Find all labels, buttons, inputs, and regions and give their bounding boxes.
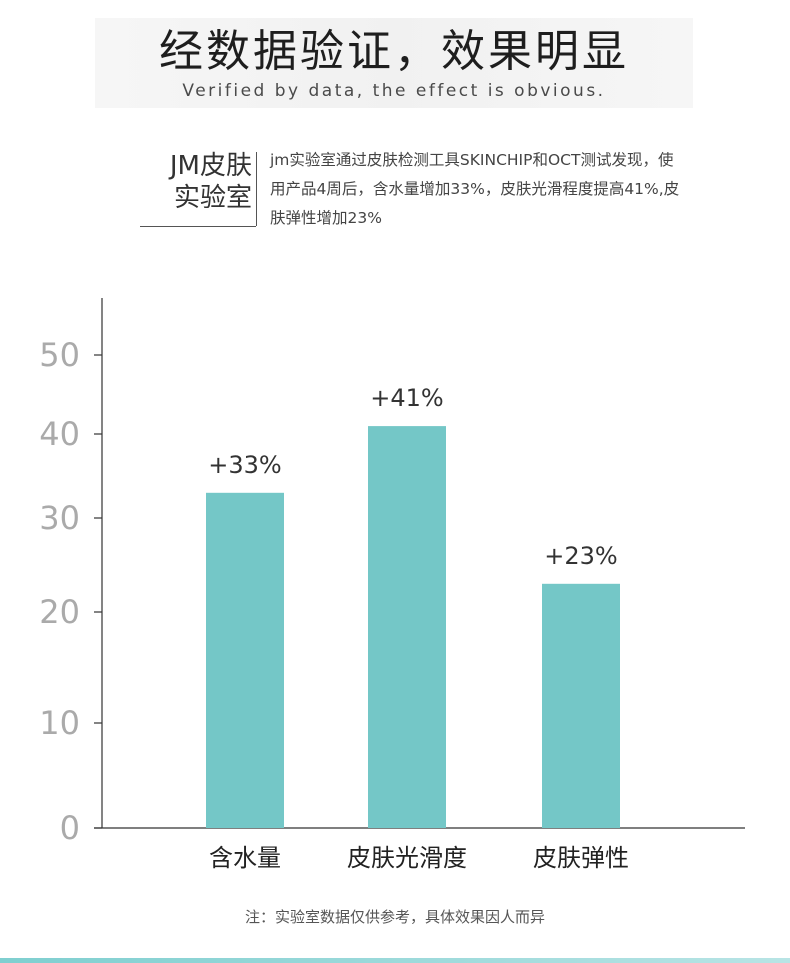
data-label: +23%: [544, 542, 617, 570]
y-tick-label: 20: [39, 593, 80, 631]
page-title: 经数据验证，效果明显: [159, 26, 629, 77]
lab-name-line1: JM皮肤: [169, 151, 252, 181]
bar-chart: 0 10 20 30 40 50 +33% 含水量 +41% 皮肤光滑度 +23% 皮肤弹性: [39, 298, 745, 872]
y-tick-label: 40: [39, 415, 80, 453]
data-label: +41%: [370, 384, 443, 412]
page-subtitle: Verified by data, the effect is obvious.: [182, 81, 606, 101]
lab-info: JM皮肤 实验室 jm实验室通过皮肤检测工具SKINCHIP和OCT测试发现，使…: [140, 146, 680, 230]
y-tick-label: 0: [60, 809, 80, 847]
footnote: 注：实验室数据仅供参考，具体效果因人而异: [244, 908, 545, 926]
lab-name-underline: [140, 226, 256, 227]
bar: [206, 492, 284, 828]
lab-divider: [256, 152, 257, 226]
lab-name: JM皮肤 实验室: [142, 150, 252, 214]
x-tick-label: 皮肤光滑度: [347, 844, 467, 872]
x-tick-label: 皮肤弹性: [533, 844, 629, 872]
bottom-accent-bar: [0, 958, 790, 963]
bar: [542, 583, 620, 828]
x-tick-label: 含水量: [209, 844, 281, 872]
data-label: +33%: [208, 451, 281, 479]
lab-name-line2: 实验室: [173, 183, 252, 213]
y-tick-label: 50: [39, 336, 80, 374]
title-banner: 经数据验证，效果明显 Verified by data, the effect …: [95, 18, 693, 108]
bar: [368, 426, 446, 828]
y-tick-label: 30: [39, 499, 80, 537]
lab-description: jm实验室通过皮肤检测工具SKINCHIP和OCT测试发现，使用产品4周后，含水…: [270, 151, 680, 227]
y-tick-label: 10: [39, 704, 80, 742]
